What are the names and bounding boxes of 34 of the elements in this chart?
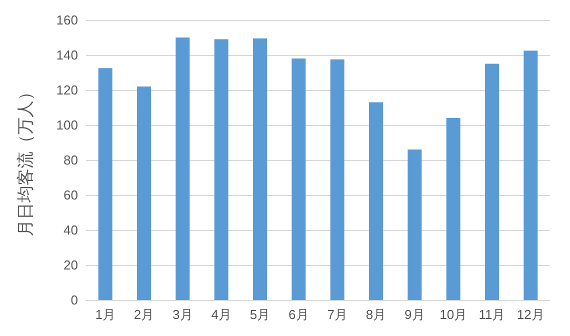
- x-tick-label: 10月: [440, 307, 468, 322]
- x-tick-label: 8月: [366, 307, 386, 322]
- y-tick-label: 80: [64, 152, 78, 168]
- x-tick-label: 4月: [211, 307, 232, 322]
- bar: [214, 39, 228, 300]
- x-tick-label: 5月: [250, 307, 270, 322]
- y-axis-title: 月日均客流（万人）: [16, 84, 35, 236]
- x-tick-label: 12月: [516, 307, 544, 322]
- bar: [369, 102, 383, 300]
- x-tick-label: 2月: [134, 307, 154, 322]
- y-tick-label: 140: [56, 48, 78, 62]
- x-tick-label: 6月: [288, 307, 309, 322]
- y-tick-label: 120: [56, 82, 78, 98]
- x-tick-label: 1月: [95, 307, 116, 322]
- bar: [176, 38, 190, 300]
- bar: [98, 68, 112, 300]
- bar: [253, 38, 267, 300]
- bar: [524, 50, 538, 300]
- x-tick-label: 11月: [478, 307, 506, 322]
- bar: [446, 118, 460, 300]
- bar: [330, 59, 344, 300]
- bar: [408, 150, 422, 300]
- bar: [137, 86, 151, 300]
- bar: [485, 64, 499, 300]
- x-tick-label: 9月: [404, 307, 425, 322]
- y-tick-label: 100: [56, 118, 78, 132]
- x-tick-label: 3月: [172, 307, 193, 322]
- bar: [292, 58, 306, 300]
- y-tick-label: 60: [64, 188, 78, 202]
- y-tick-label: 40: [64, 222, 78, 238]
- y-tick-label: 160: [56, 12, 78, 28]
- x-tick-label: 7月: [327, 307, 348, 322]
- y-tick-label: 0: [70, 292, 78, 308]
- y-tick-label: 20: [64, 258, 78, 272]
